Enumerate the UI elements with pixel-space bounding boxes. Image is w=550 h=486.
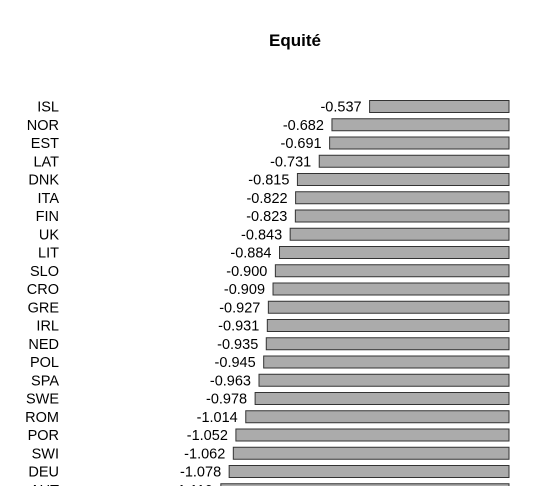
- bar-nor: [331, 118, 510, 132]
- value-label-swi: -1.062: [184, 446, 225, 462]
- country-label-por: POR: [28, 428, 59, 444]
- country-label-rom: ROM: [25, 410, 59, 426]
- value-label-pol: -0.945: [215, 355, 256, 371]
- value-label-isl: -0.537: [320, 100, 361, 116]
- bar-fin: [294, 209, 510, 223]
- value-label-dnk: -0.815: [248, 173, 289, 189]
- value-label-por: -1.052: [187, 428, 228, 444]
- bar-swi: [232, 446, 510, 460]
- country-label-est: EST: [31, 136, 59, 152]
- bar-gre: [267, 300, 510, 314]
- bar-por: [235, 428, 510, 442]
- bar-dnk: [296, 173, 510, 186]
- value-label-lit: -0.884: [230, 246, 271, 262]
- value-label-spa: -0.963: [210, 373, 251, 389]
- bar-swe: [254, 392, 510, 405]
- country-label-isl: ISL: [37, 100, 59, 116]
- country-label-cro: CRO: [27, 282, 59, 298]
- country-labels: ISL NOR EST LAT DNK ITA FIN UK LIT SLO CRO GRE IRL NE…: [25, 100, 59, 486]
- value-label-ned: -0.935: [217, 337, 258, 353]
- value-label-irl: -0.931: [218, 319, 259, 335]
- bar-slo: [274, 264, 510, 278]
- value-label-aut: -1.110: [173, 483, 213, 486]
- bar-spa: [258, 373, 510, 387]
- value-labels: -0.537 -0.682 -0.691 -0.731 -0.815 -0.822 -0.8…: [173, 100, 362, 486]
- country-label-irl: IRL: [36, 319, 59, 335]
- country-label-swe: SWE: [26, 392, 59, 408]
- country-label-dnk: DNK: [28, 173, 59, 189]
- bar-cro: [272, 282, 510, 296]
- value-label-ita: -0.822: [246, 191, 287, 207]
- country-label-lat: LAT: [33, 154, 59, 170]
- bar-irl: [266, 319, 510, 332]
- country-label-nor: NOR: [27, 118, 59, 134]
- value-label-est: -0.691: [280, 136, 321, 152]
- country-label-uk: UK: [39, 227, 59, 243]
- country-label-lit: LIT: [38, 246, 59, 262]
- bar-ned: [265, 337, 510, 351]
- value-label-rom: -1.014: [197, 410, 238, 426]
- bar-ita: [295, 191, 510, 205]
- country-label-spa: SPA: [31, 373, 59, 389]
- bar-lit: [279, 246, 510, 259]
- bar-pol: [263, 355, 510, 369]
- bar-uk: [289, 227, 510, 241]
- country-label-slo: SLO: [30, 264, 59, 280]
- country-label-pol: POL: [30, 355, 59, 371]
- country-label-swi: SWI: [32, 446, 59, 462]
- bar-isl: [369, 100, 510, 113]
- value-label-nor: -0.682: [283, 118, 324, 134]
- bar-lat: [318, 154, 510, 168]
- country-label-aut: AUT: [30, 483, 59, 486]
- country-label-fin: FIN: [36, 209, 59, 225]
- country-label-ita: ITA: [38, 191, 60, 207]
- bars: [220, 100, 510, 486]
- value-label-fin: -0.823: [246, 209, 287, 225]
- value-label-cro: -0.909: [224, 282, 265, 298]
- chart-title: Equité: [269, 31, 321, 50]
- country-label-gre: GRE: [28, 300, 60, 316]
- country-label-deu: DEU: [28, 465, 59, 481]
- bar-est: [329, 136, 510, 150]
- value-label-lat: -0.731: [270, 154, 311, 170]
- value-label-deu: -1.078: [180, 465, 221, 481]
- value-label-gre: -0.927: [219, 300, 260, 316]
- bar-aut: [220, 483, 510, 486]
- country-label-ned: NED: [28, 337, 59, 353]
- bar-rom: [245, 410, 510, 424]
- bar-deu: [228, 465, 510, 478]
- value-label-uk: -0.843: [241, 227, 282, 243]
- value-label-slo: -0.900: [226, 264, 267, 280]
- value-label-swe: -0.978: [206, 392, 247, 408]
